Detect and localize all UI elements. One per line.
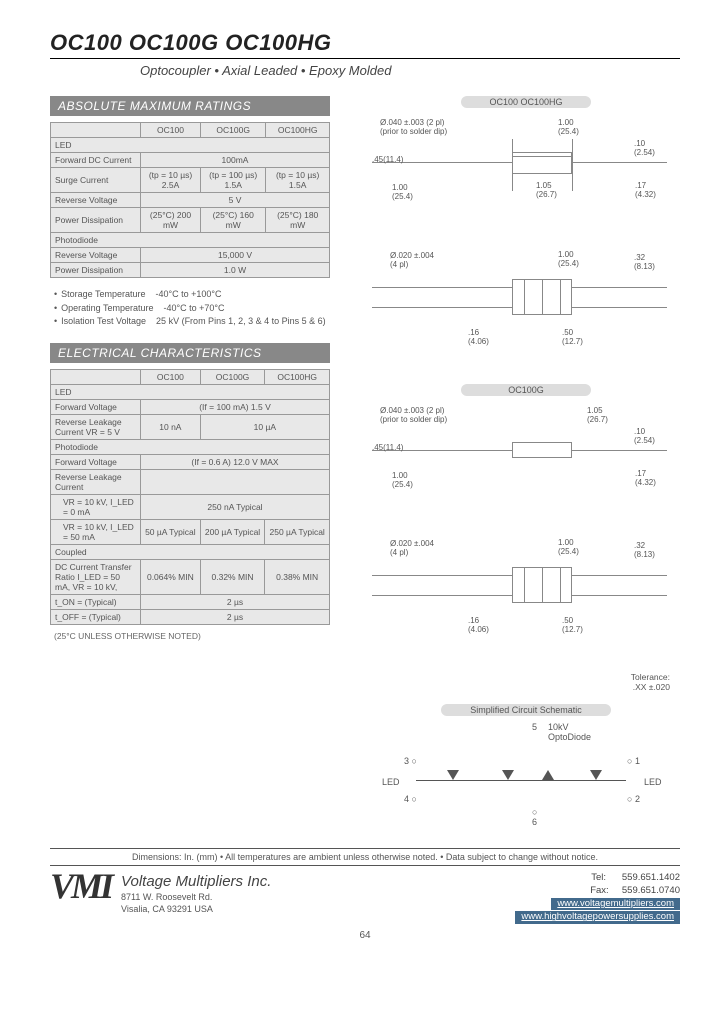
table-footer: (25°C UNLESS OTHERWISE NOTED) bbox=[54, 631, 352, 641]
address-line-1: 8711 W. Roosevelt Rd. bbox=[121, 892, 271, 904]
fax: 559.651.0740 bbox=[622, 885, 680, 896]
dimension-diagram-2b: Ø.020 ±.004(4 pl) 1.00(25.4) .32(8.13) .… bbox=[372, 537, 667, 662]
footer-dimensions-note: Dimensions: In. (mm) • All temperatures … bbox=[50, 849, 680, 866]
address-line-2: Visalia, CA 93291 USA bbox=[121, 904, 271, 916]
company-logo: VMI bbox=[50, 872, 111, 901]
page-number: 64 bbox=[50, 930, 680, 941]
page-title: OC100 OC100G OC100HG bbox=[50, 30, 680, 59]
ratings-table: OC100OC100GOC100HGLEDForward DC Current1… bbox=[50, 122, 330, 278]
dimension-diagram-2a: Ø.040 ±.003 (2 pl)(prior to solder dip) … bbox=[372, 402, 667, 527]
company-name: Voltage Multipliers Inc. bbox=[121, 872, 271, 892]
circuit-schematic: 5 10kVOptoDiode 3 ○ ○ 1 LED LED 4 ○ ○ 2 … bbox=[372, 722, 680, 832]
url-2[interactable]: www.highvoltagepowersupplies.com bbox=[515, 911, 680, 923]
elec-header: ELECTRICAL CHARACTERISTICS bbox=[50, 343, 330, 363]
notes-list: •Storage Temperature -40°C to +100°C•Ope… bbox=[54, 288, 352, 329]
schematic-pill: Simplified Circuit Schematic bbox=[441, 704, 611, 716]
subtitle: Optocoupler • Axial Leaded • Epoxy Molde… bbox=[140, 63, 680, 78]
ratings-header: ABSOLUTE MAXIMUM RATINGS bbox=[50, 96, 330, 116]
elec-table: OC100OC100GOC100HGLEDForward Voltage(If … bbox=[50, 369, 330, 625]
dim-pill-2: OC100G bbox=[461, 384, 591, 396]
dim-pill-1: OC100 OC100HG bbox=[461, 96, 591, 108]
phone: 559.651.1402 bbox=[622, 872, 680, 883]
footer: VMI Voltage Multipliers Inc. 8711 W. Roo… bbox=[50, 866, 680, 923]
dimension-diagram-1b: Ø.020 ±.004(4 pl) 1.00(25.4) .32(8.13) .… bbox=[372, 249, 667, 374]
tolerance-note: Tolerance:.XX ±.020 bbox=[372, 672, 680, 692]
url-1[interactable]: www.voltagemultipliers.com bbox=[551, 898, 680, 910]
dimension-diagram-1a: Ø.040 ±.003 (2 pl)(prior to solder dip) … bbox=[372, 114, 667, 239]
